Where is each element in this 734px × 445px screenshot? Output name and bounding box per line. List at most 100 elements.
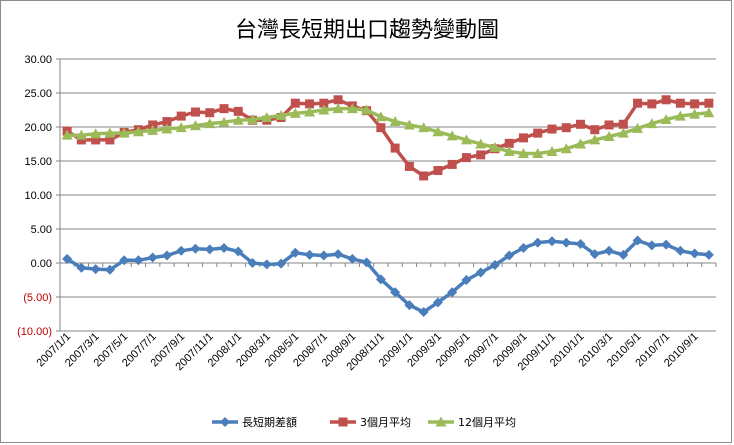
data-point xyxy=(604,120,614,130)
y-axis-ticks: (10.00) (5.00) 0.00 5.00 10.00 15.00 20.00 25.0… xyxy=(17,54,60,338)
data-point xyxy=(333,249,344,260)
data-point xyxy=(147,124,159,135)
data-point xyxy=(603,131,615,142)
data-point xyxy=(91,135,101,145)
data-point xyxy=(361,257,372,268)
data-point xyxy=(304,106,316,117)
y-tick-label: 5.00 xyxy=(31,224,52,236)
data-point xyxy=(632,235,643,246)
data-point xyxy=(132,126,144,137)
data-point xyxy=(205,108,215,118)
data-point xyxy=(689,248,700,259)
legend-item: 12個月平均 xyxy=(428,416,516,429)
y-tick-label: 10.00 xyxy=(24,190,52,202)
data-point xyxy=(290,98,300,108)
legend-label: 長短期差額 xyxy=(242,415,297,429)
data-point xyxy=(190,243,201,254)
data-point xyxy=(219,243,229,254)
data-point xyxy=(604,245,615,256)
data-point xyxy=(304,249,315,260)
data-point xyxy=(204,244,215,255)
data-point xyxy=(632,122,644,133)
series-group xyxy=(61,95,715,317)
data-point xyxy=(533,128,543,138)
data-point xyxy=(575,238,586,249)
data-point xyxy=(346,103,358,114)
legend-label: 12個月平均 xyxy=(458,416,516,429)
y-tick-label: (10.00) xyxy=(17,326,52,338)
data-point xyxy=(476,150,486,160)
data-point xyxy=(517,148,529,159)
data-point xyxy=(675,245,686,256)
series-line xyxy=(66,238,710,314)
data-point xyxy=(247,114,259,125)
data-point xyxy=(690,99,700,109)
data-point xyxy=(447,287,458,298)
data-point xyxy=(375,111,387,122)
x-axis-ticks: 2007/1/12007/3/12007/5/12007/7/12007/9/1… xyxy=(34,263,717,373)
data-point xyxy=(547,236,557,247)
data-point xyxy=(460,134,472,145)
data-point xyxy=(660,114,672,125)
data-point xyxy=(647,99,657,109)
data-point xyxy=(518,243,529,254)
data-point xyxy=(504,250,515,261)
data-point xyxy=(118,127,130,138)
data-point xyxy=(76,262,87,273)
data-point xyxy=(261,111,273,122)
data-point xyxy=(703,107,715,118)
data-point xyxy=(90,264,101,275)
data-point xyxy=(617,127,629,138)
data-point xyxy=(590,125,600,135)
data-point xyxy=(447,159,457,169)
data-point xyxy=(219,104,229,114)
data-point xyxy=(204,118,216,129)
series-line xyxy=(67,106,710,156)
data-point xyxy=(503,145,515,156)
data-point xyxy=(220,417,230,427)
data-point xyxy=(618,249,629,260)
chart-title: 台灣長短期出口趨勢變動圖 xyxy=(234,18,499,43)
data-point xyxy=(232,114,244,125)
data-point xyxy=(403,119,415,130)
data-point xyxy=(104,264,115,275)
data-point xyxy=(618,119,628,129)
data-point xyxy=(218,116,230,127)
series-line xyxy=(66,98,709,178)
y-tick-label: 30.00 xyxy=(24,54,52,66)
data-point xyxy=(161,250,172,261)
data-point xyxy=(390,287,401,298)
data-point xyxy=(461,153,471,163)
data-point xyxy=(589,134,601,145)
data-point xyxy=(104,127,116,138)
data-point xyxy=(276,258,287,269)
data-point xyxy=(575,138,587,149)
series-1 xyxy=(62,235,714,317)
y-tick-label: 15.00 xyxy=(24,156,52,168)
data-point xyxy=(404,300,415,311)
data-point xyxy=(661,95,671,105)
y-tick-label: 25.00 xyxy=(24,88,52,100)
data-point xyxy=(119,255,130,266)
data-point xyxy=(332,103,344,114)
data-point xyxy=(133,255,144,266)
legend-item: 長短期差額 xyxy=(212,415,297,429)
data-point xyxy=(176,111,186,121)
data-point xyxy=(319,98,329,108)
data-point xyxy=(433,166,443,176)
data-point xyxy=(435,416,447,427)
data-point xyxy=(646,240,657,251)
data-point xyxy=(62,253,73,264)
data-point xyxy=(61,129,73,140)
series-2 xyxy=(62,95,714,181)
data-point xyxy=(90,128,102,139)
data-point xyxy=(347,253,358,264)
data-point xyxy=(289,107,301,118)
data-point xyxy=(247,258,258,268)
data-point xyxy=(532,148,544,159)
data-point xyxy=(518,133,528,143)
data-point xyxy=(689,108,701,119)
data-point xyxy=(105,135,115,145)
